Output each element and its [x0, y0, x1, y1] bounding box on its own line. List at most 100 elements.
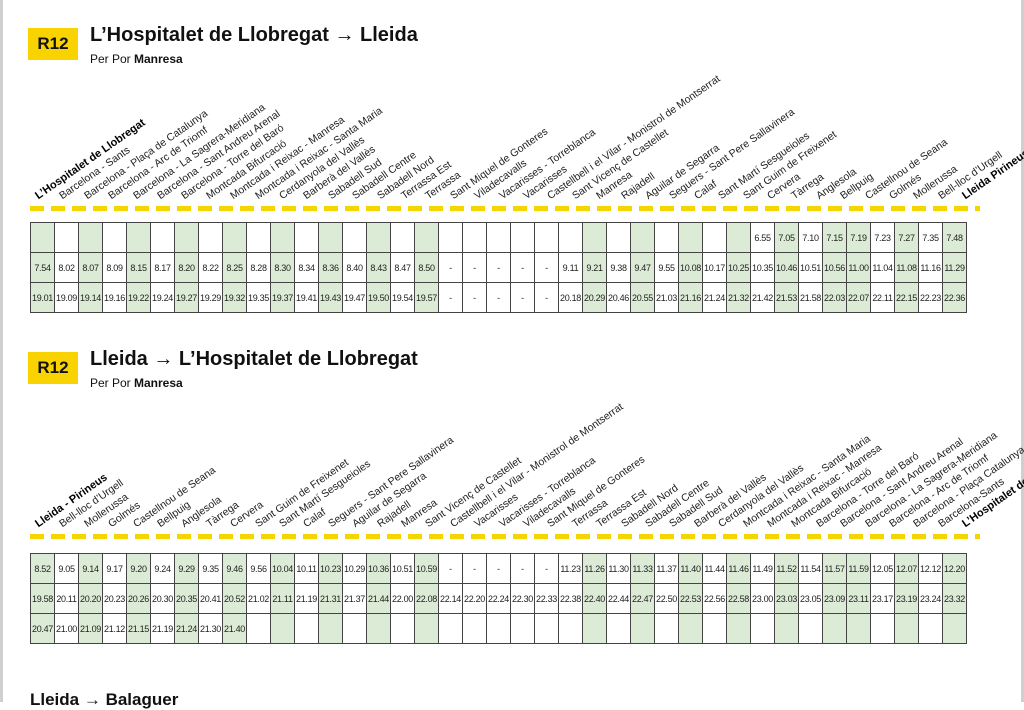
time-cell: 20.29 — [582, 282, 607, 313]
time-cell: 7.27 — [894, 222, 919, 253]
time-cell: 21.00 — [54, 613, 79, 644]
time-cell: 19.22 — [126, 282, 151, 313]
time-cell: 23.19 — [894, 583, 919, 614]
time-cell: 21.30 — [198, 613, 223, 644]
time-cell — [486, 222, 511, 253]
time-cell — [486, 613, 511, 644]
time-cell: 7.54 — [30, 252, 55, 283]
time-cell: - — [510, 252, 535, 283]
time-cell: 21.12 — [102, 613, 127, 644]
time-cell — [270, 613, 295, 644]
time-cell: 20.35 — [174, 583, 199, 614]
time-cell: 19.50 — [366, 282, 391, 313]
next-section-title: Lleida → Balaguer — [30, 690, 179, 709]
time-cell: 8.30 — [270, 252, 295, 283]
time-cell: 7.19 — [846, 222, 871, 253]
time-cell — [390, 222, 415, 253]
time-cell: 20.11 — [54, 583, 79, 614]
route-title: L’Hospitalet de Llobregat → Lleida — [90, 24, 418, 46]
time-cell — [582, 613, 607, 644]
time-cell: 21.58 — [798, 282, 823, 313]
time-cell: 21.16 — [678, 282, 703, 313]
time-cell — [462, 222, 487, 253]
time-cell — [822, 613, 847, 644]
time-cell — [462, 613, 487, 644]
time-cell: 11.46 — [726, 553, 751, 584]
time-cell: 10.56 — [822, 252, 847, 283]
time-cell: 8.07 — [78, 252, 103, 283]
time-cell — [678, 613, 703, 644]
time-cell: 19.41 — [294, 282, 319, 313]
time-cell — [558, 222, 583, 253]
time-cell: 9.24 — [150, 553, 175, 584]
time-cell: - — [534, 282, 559, 313]
time-cell: 10.08 — [678, 252, 703, 283]
time-cell — [126, 222, 151, 253]
time-cell: - — [534, 553, 559, 584]
table-row: 20.47 21.00 21.09 21.12 21.15 21.19 21.24 21.30… — [30, 613, 967, 644]
time-cell: 21.32 — [726, 282, 751, 313]
time-cell: - — [438, 282, 463, 313]
time-cell — [438, 613, 463, 644]
time-cell — [246, 222, 271, 253]
time-cell: 9.29 — [174, 553, 199, 584]
time-cell — [198, 222, 223, 253]
time-cell: 11.37 — [654, 553, 679, 584]
time-cell: 8.22 — [198, 252, 223, 283]
time-cell: 7.15 — [822, 222, 847, 253]
time-cell: 10.35 — [750, 252, 775, 283]
time-cell: 21.15 — [126, 613, 151, 644]
time-cell — [222, 222, 247, 253]
time-cell — [342, 222, 367, 253]
time-cell: 22.00 — [390, 583, 415, 614]
time-cell: 9.46 — [222, 553, 247, 584]
time-cell: 20.46 — [606, 282, 631, 313]
time-cell: - — [534, 252, 559, 283]
time-cell: 10.59 — [414, 553, 439, 584]
time-cell — [366, 222, 391, 253]
time-cell: 20.52 — [222, 583, 247, 614]
time-cell: 11.16 — [918, 252, 943, 283]
time-cell: 21.37 — [342, 583, 367, 614]
time-cell: 6.55 — [750, 222, 775, 253]
time-cell: 22.07 — [846, 282, 871, 313]
time-cell: 8.50 — [414, 252, 439, 283]
time-cell: 10.11 — [294, 553, 319, 584]
time-cell: 10.36 — [366, 553, 391, 584]
time-cell — [510, 222, 535, 253]
time-cell: 19.43 — [318, 282, 343, 313]
time-cell: 8.17 — [150, 252, 175, 283]
time-cell: 22.36 — [942, 282, 967, 313]
subtitle-via: Manresa — [134, 52, 183, 66]
time-cell: 19.47 — [342, 282, 367, 313]
time-cell: 9.20 — [126, 553, 151, 584]
time-cell: 11.40 — [678, 553, 703, 584]
time-cell: 11.57 — [822, 553, 847, 584]
time-cell: 9.14 — [78, 553, 103, 584]
left-scroll-edge — [0, 0, 3, 702]
time-cell: - — [438, 553, 463, 584]
time-cell: 21.19 — [150, 613, 175, 644]
time-cell — [630, 613, 655, 644]
station-header: L’Hospitalet de Llobregat Barcelona - San… — [0, 0, 1024, 230]
time-cell — [510, 613, 535, 644]
time-cell: 7.35 — [918, 222, 943, 253]
time-cell — [654, 222, 679, 253]
time-cell: 22.56 — [702, 583, 727, 614]
time-cell: 8.15 — [126, 252, 151, 283]
time-cell — [774, 613, 799, 644]
time-cell: 19.58 — [30, 583, 55, 614]
time-cell: 22.11 — [870, 282, 895, 313]
time-cell: 22.30 — [510, 583, 535, 614]
time-cell: 11.08 — [894, 252, 919, 283]
time-cell — [534, 613, 559, 644]
time-cell — [270, 222, 295, 253]
time-cell: - — [510, 553, 535, 584]
time-cell: 11.00 — [846, 252, 871, 283]
time-cell: 19.54 — [390, 282, 415, 313]
table-row: 6.55 7.05 7.10 7.15 7.19 7.23 7.27 7.35 7.48 — [30, 222, 967, 253]
table-row: 19.58 20.11 20.20 20.23 20.26 20.30 20.35 20.41… — [30, 583, 967, 614]
time-cell: 9.56 — [246, 553, 271, 584]
time-cell: 22.50 — [654, 583, 679, 614]
time-cell: 8.28 — [246, 252, 271, 283]
